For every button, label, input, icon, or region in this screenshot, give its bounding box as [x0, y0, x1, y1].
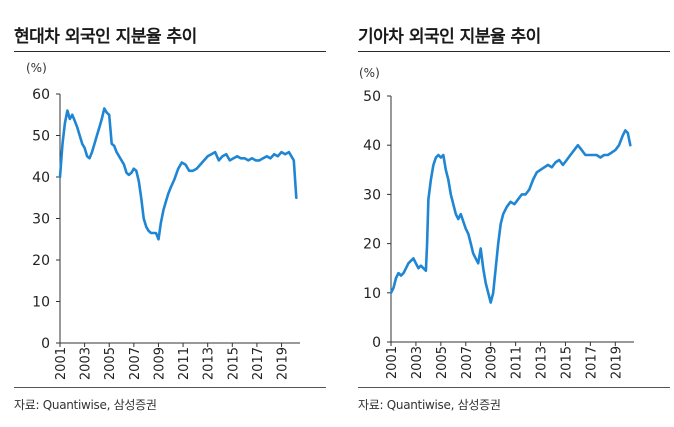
x-tick-label: 2001 — [385, 346, 400, 379]
chart-panel-hyundai: 현대차 외국인 지분율 추이 (%) 0 10 20 30 40 50 60 2001 2003 2… — [0, 0, 330, 427]
source-divider — [358, 387, 670, 388]
title-divider — [358, 51, 670, 52]
y-unit-label: (%) — [359, 66, 380, 80]
line-chart-kia: (%) 0 10 20 30 40 50 2001 2003 2005 2007 2009 2011 20… — [359, 66, 634, 379]
chart-panel-kia: 기아차 외국인 지분율 추이 (%) 0 10 20 30 40 50 2001 2003 200… — [344, 0, 674, 427]
x-tick-label: 2015 — [226, 347, 241, 380]
x-tick-label: 2017 — [584, 346, 599, 379]
y-tick-label: 0 — [41, 336, 50, 352]
x-tick-label: 2013 — [535, 346, 550, 379]
x-tick-label: 2019 — [276, 347, 291, 380]
series-line — [389, 129, 632, 304]
x-tick-label: 2017 — [251, 347, 266, 380]
chart-title: 기아차 외국인 지분율 추이 — [358, 27, 541, 47]
y-tick-label: 40 — [32, 170, 50, 186]
y-tick-label: 20 — [363, 237, 381, 253]
x-tick-label: 2005 — [103, 347, 118, 380]
x-tick-label: 2019 — [609, 346, 624, 379]
series-line — [58, 107, 298, 241]
x-tick-label: 2007 — [128, 347, 143, 380]
x-tick-label: 2015 — [559, 346, 574, 379]
x-tick-label: 2009 — [485, 346, 500, 379]
chart-title: 현대차 외국인 지분율 추이 — [14, 27, 197, 47]
y-tick-label: 20 — [32, 253, 50, 269]
x-tick-label: 2011 — [177, 347, 192, 380]
x-tick-label: 2003 — [410, 346, 425, 379]
y-tick-label: 10 — [363, 286, 381, 302]
source-divider — [14, 387, 326, 388]
source-note: 자료: Quantiwise, 삼성증권 — [14, 398, 157, 412]
x-tick-label: 2003 — [79, 347, 94, 380]
y-tick-label: 60 — [32, 87, 50, 103]
x-tick-label: 2013 — [202, 347, 217, 380]
x-tick-label: 2007 — [460, 346, 475, 379]
y-unit-label: (%) — [26, 61, 47, 75]
y-tick-label: 0 — [372, 335, 381, 351]
y-tick-label: 50 — [363, 89, 381, 105]
x-tick-label: 2009 — [152, 347, 167, 380]
y-tick-label: 10 — [32, 295, 50, 311]
line-chart-hyundai: (%) 0 10 20 30 40 50 60 2001 2003 2005 2007 2009 2011… — [26, 61, 300, 380]
y-tick-label: 40 — [363, 138, 381, 154]
x-tick-label: 2001 — [54, 347, 69, 380]
title-divider — [14, 51, 326, 52]
y-tick-label: 50 — [32, 129, 50, 145]
y-tick-label: 30 — [363, 187, 381, 203]
x-tick-label: 2005 — [435, 346, 450, 379]
source-note: 자료: Quantiwise, 삼성증권 — [358, 398, 501, 412]
y-tick-label: 30 — [32, 212, 50, 228]
x-tick-label: 2011 — [510, 346, 525, 379]
